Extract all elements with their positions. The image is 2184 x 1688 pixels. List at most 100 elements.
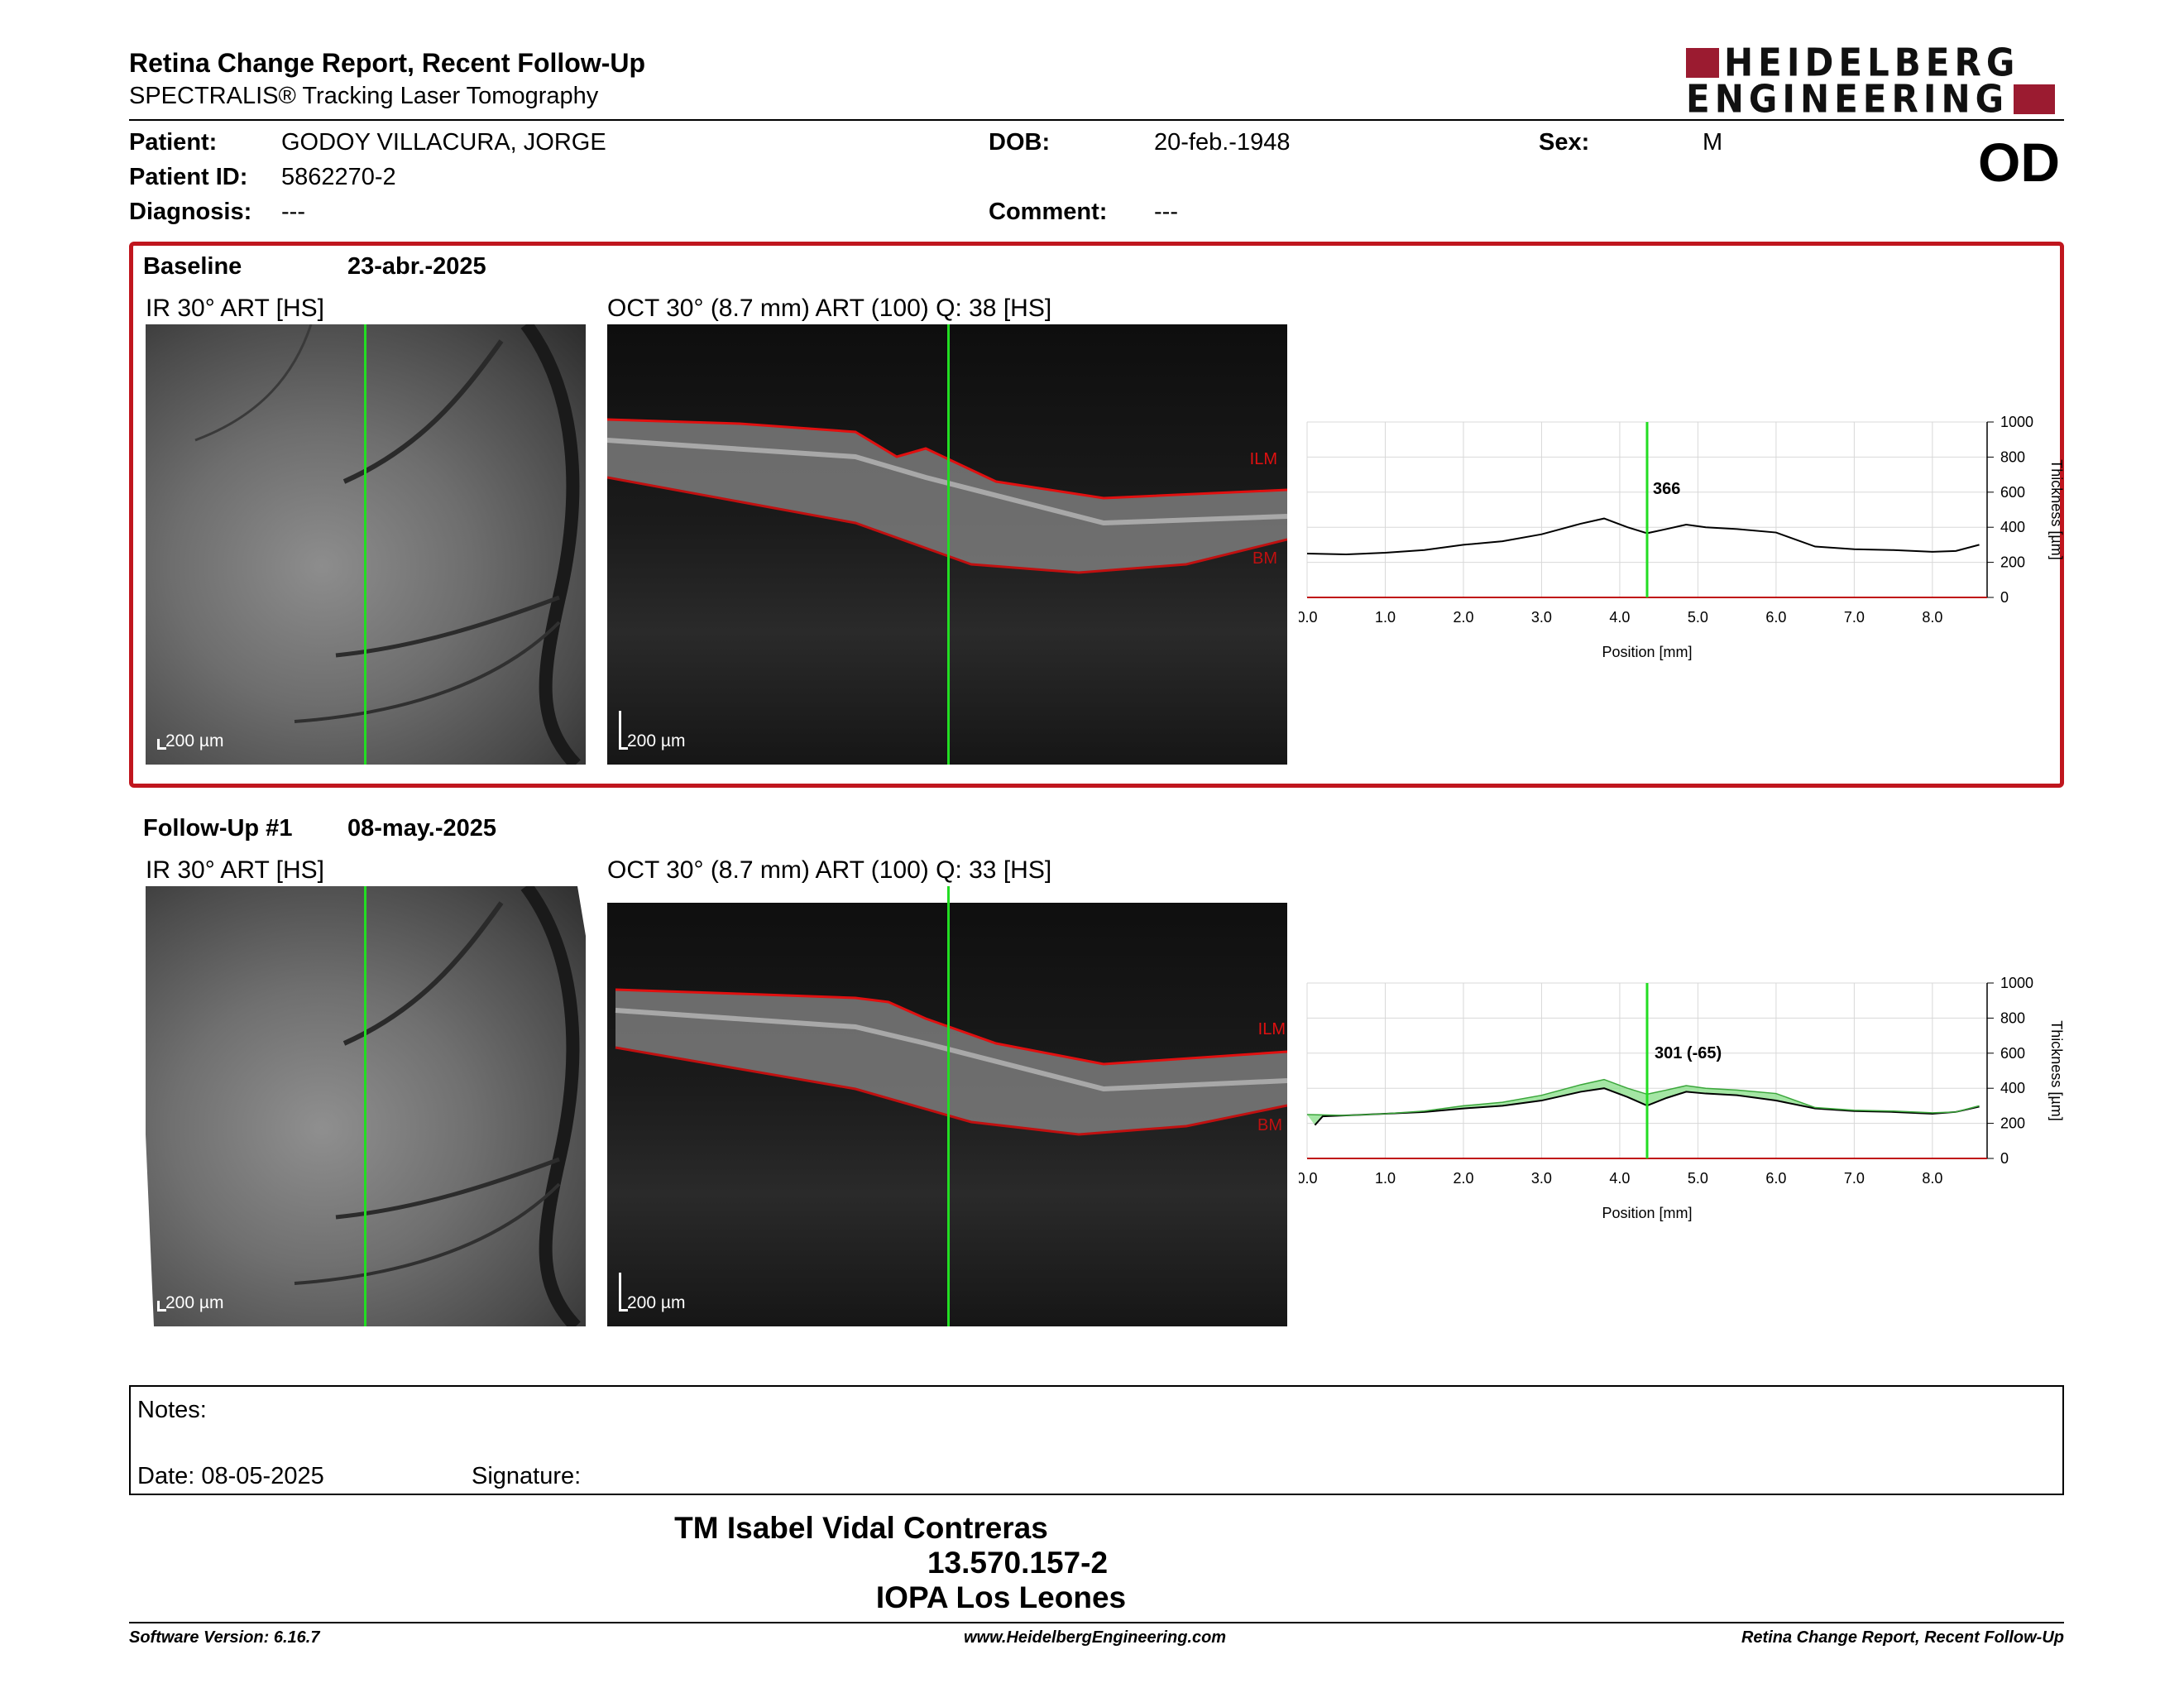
logo: HEIDELBERG — [1686, 40, 2020, 85]
chart-ytick-label: 0 — [2000, 1150, 2009, 1167]
baseline-ir-scanline — [364, 324, 366, 765]
followup-oct-scalebar: 200 µm — [619, 1273, 685, 1313]
chart-ytick-label: 600 — [2000, 1045, 2025, 1062]
chart-series-line — [1306, 517, 1980, 556]
chart-xtick-label: 6.0 — [1765, 1170, 1786, 1187]
chart-xtick-label: 2.0 — [1453, 1170, 1473, 1187]
logo-row-2: ENGINEERING — [1686, 76, 2056, 122]
chart-xtick-label: 8.0 — [1922, 1170, 1942, 1187]
chart-ytick-label: 600 — [2000, 484, 2025, 501]
sex-label: Sex: — [1539, 129, 1590, 156]
followup-oct-scanline — [947, 886, 950, 1326]
footer-divider — [129, 1622, 2064, 1623]
followup-thickness-readout: 301 (-65) — [1655, 1044, 1722, 1062]
chart-xtick-label: 3.0 — [1531, 609, 1552, 626]
header-divider — [129, 119, 2064, 121]
baseline-frame — [129, 242, 2064, 788]
followup-ir-scalebar: 200 µm — [157, 1293, 223, 1313]
chart-xtick-label: 1.0 — [1375, 609, 1396, 626]
signer-id: 13.570.157-2 — [927, 1546, 1109, 1580]
comment-value: --- — [1154, 199, 1178, 225]
followup-ir-scanline — [364, 886, 366, 1326]
footer-report-name: Retina Change Report, Recent Follow-Up — [1741, 1628, 2064, 1647]
chart-ytick-label: 200 — [2000, 554, 2025, 571]
followup-chart-svg: 0.0 1.0 2.0 3.0 4.0 5.0 6.0 7.0 8.0 0 200 400 600 800… — [1296, 975, 2065, 1221]
chart-xtick-label: 7.0 — [1844, 609, 1865, 626]
baseline-oct-caption: OCT 30° (8.7 mm) ART (100) Q: 38 [HS] — [607, 295, 1052, 322]
comment-label: Comment: — [989, 199, 1108, 225]
chart-xtick-label: 2.0 — [1453, 609, 1473, 626]
baseline-date: 23-abr.-2025 — [347, 253, 486, 280]
notes-signature-label: Signature: — [472, 1463, 582, 1489]
chart-ytick-label: 200 — [2000, 1115, 2025, 1132]
chart-ytick-label: 800 — [2000, 1009, 2025, 1026]
chart-xtick-label: 6.0 — [1765, 609, 1786, 626]
baseline-oct-image: ILM BM 200 µm — [607, 324, 1287, 765]
sex-value: M — [1703, 129, 1723, 156]
chart-xtick-label: 8.0 — [1922, 609, 1942, 626]
baseline-oct-scanline — [947, 324, 950, 765]
signer-org: IOPA Los Leones — [875, 1580, 1127, 1614]
logo-line1: HEIDELBERG — [1724, 40, 2020, 85]
followup-bm-label: BM — [1257, 1116, 1282, 1134]
baseline-ir-image: 200 µm — [146, 324, 586, 765]
baseline-thickness-readout: 366 — [1653, 480, 1681, 498]
followup-date: 08-may.-2025 — [347, 815, 497, 842]
chart-xtick-label: 5.0 — [1688, 1170, 1708, 1187]
notes-date: Date: 08-05-2025 — [137, 1463, 324, 1489]
baseline-ir-scalebar: 200 µm — [157, 731, 223, 751]
notes-label: Notes: — [137, 1397, 207, 1423]
chart-xtick-label: 7.0 — [1844, 1170, 1865, 1187]
logo-square-icon — [1686, 48, 1719, 78]
chart-xtick-label: 1.0 — [1375, 1170, 1396, 1187]
diagnosis-label: Diagnosis: — [129, 199, 252, 225]
patient-value: GODOY VILLACURA, JORGE — [281, 129, 606, 156]
chart-x-label: Position [mm] — [1602, 1205, 1692, 1221]
followup-oct-image: ILM BM 200 µm — [607, 886, 1287, 1326]
patient-id-value: 5862270-2 — [281, 164, 396, 190]
chart-ytick-label: 800 — [2000, 448, 2025, 465]
followup-ir-caption: IR 30° ART [HS] — [146, 856, 324, 884]
chart-xtick-label: 5.0 — [1688, 609, 1708, 626]
baseline-chart-svg: 0.0 1.0 2.0 3.0 4.0 5.0 6.0 7.0 8.0 0 200 400 600 800… — [1296, 414, 2065, 660]
baseline-label: Baseline — [143, 253, 242, 280]
chart-baseline-series-line — [1306, 1078, 1980, 1116]
baseline-ir-caption: IR 30° ART [HS] — [146, 295, 324, 322]
report-subtitle: SPECTRALIS® Tracking Laser Tomography — [129, 83, 599, 109]
chart-x-label: Position [mm] — [1602, 644, 1692, 660]
footer-software: Software Version: 6.16.7 — [129, 1628, 320, 1647]
chart-xtick-label: 0.0 — [1299, 1170, 1318, 1187]
followup-oct-caption: OCT 30° (8.7 mm) ART (100) Q: 33 [HS] — [607, 856, 1052, 884]
patient-label: Patient: — [129, 129, 218, 156]
chart-difference-area — [1307, 1079, 1980, 1125]
followup-ir-image: 200 µm — [146, 886, 586, 1326]
baseline-oct-scalebar: 200 µm — [619, 711, 685, 751]
notes-box: Notes: Date: 08-05-2025 Signature: — [129, 1385, 2064, 1495]
baseline-ilm-label: ILM — [1249, 450, 1277, 468]
report-title: Retina Change Report, Recent Follow-Up — [129, 48, 646, 78]
chart-xtick-label: 0.0 — [1299, 609, 1318, 626]
chart-xtick-label: 4.0 — [1609, 1170, 1630, 1187]
followup-label: Follow-Up #1 — [143, 815, 293, 842]
chart-ytick-label: 400 — [2000, 1080, 2025, 1096]
signer-name: TM Isabel Vidal Contreras — [674, 1511, 1048, 1545]
logo-line2: ENGINEERING — [1686, 76, 2009, 122]
eye-laterality: OD — [1978, 132, 2060, 193]
followup-thickness-chart: 0.0 1.0 2.0 3.0 4.0 5.0 6.0 7.0 8.0 0 200 400 600 800… — [1296, 975, 2076, 1248]
chart-ytick-label: 400 — [2000, 519, 2025, 535]
chart-xtick-label: 4.0 — [1609, 609, 1630, 626]
dob-label: DOB: — [989, 129, 1051, 156]
diagnosis-value: --- — [281, 199, 305, 225]
chart-ytick-label: 1000 — [2000, 414, 2033, 430]
baseline-thickness-chart: 0.0 1.0 2.0 3.0 4.0 5.0 6.0 7.0 8.0 0 200 400 600 800… — [1296, 414, 2076, 687]
chart-y-label: Thickness [µm] — [2048, 1020, 2065, 1120]
chart-y-label: Thickness [µm] — [2048, 459, 2065, 559]
footer-url[interactable]: www.HeidelbergEngineering.com — [964, 1628, 1227, 1647]
logo-square-icon — [2014, 84, 2056, 114]
chart-xtick-label: 3.0 — [1531, 1170, 1552, 1187]
chart-ytick-label: 1000 — [2000, 975, 2033, 991]
patient-id-label: Patient ID: — [129, 164, 248, 190]
baseline-bm-label: BM — [1252, 549, 1277, 568]
dob-value: 20-feb.-1948 — [1154, 129, 1291, 156]
followup-ilm-label: ILM — [1257, 1020, 1286, 1038]
